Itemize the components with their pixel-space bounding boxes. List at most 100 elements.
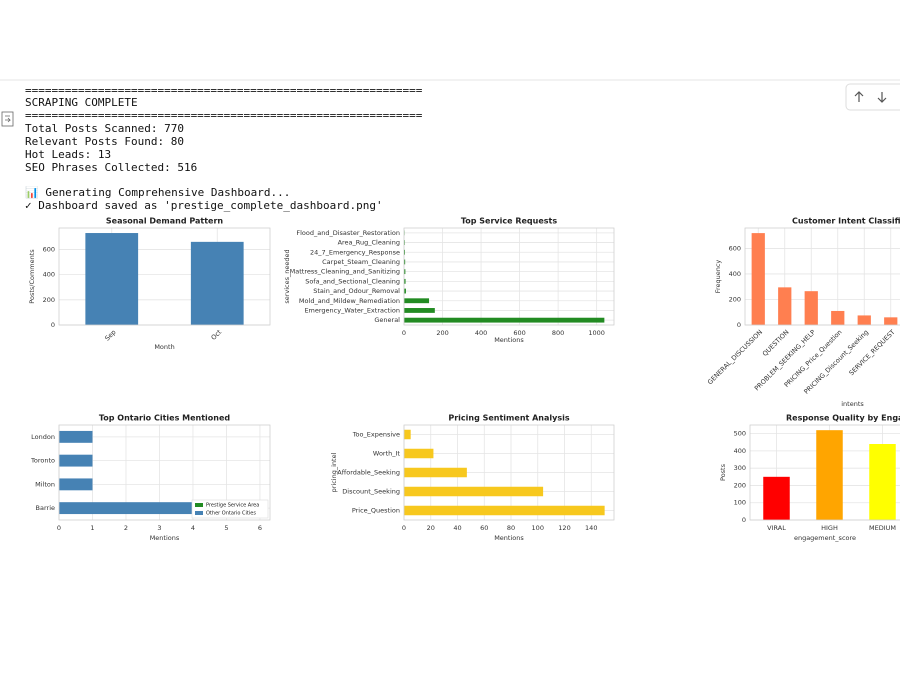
y-tick-label: 24_7_Emergency_Response xyxy=(310,248,400,256)
y-tick-label: Milton xyxy=(35,480,55,488)
bar xyxy=(404,505,605,516)
y-tick-label: 600 xyxy=(729,244,741,252)
x-tick-label: GENERAL_DISCUSSION xyxy=(706,328,764,386)
cell-toolbar[interactable] xyxy=(845,83,900,111)
y-tick-label: 0 xyxy=(51,321,55,329)
x-tick-label: HIGH xyxy=(821,524,838,532)
y-axis-label: Frequency xyxy=(714,260,722,294)
x-axis-label: intents xyxy=(841,400,864,408)
axes-frame xyxy=(58,424,271,521)
bar xyxy=(404,486,544,497)
axes-frame xyxy=(749,424,900,521)
bar xyxy=(831,310,845,325)
x-tick-label: 400 xyxy=(475,329,487,337)
x-tick-label: 120 xyxy=(558,524,570,532)
bar xyxy=(404,259,406,265)
y-tick-label: 300 xyxy=(734,464,746,472)
x-tick-label: 600 xyxy=(513,329,525,337)
x-axis-label: Mentions xyxy=(150,534,180,542)
x-tick-label: 60 xyxy=(480,524,488,532)
y-tick-label: 0 xyxy=(737,321,741,329)
y-tick-label: Barrie xyxy=(36,504,55,512)
bar xyxy=(190,241,244,325)
bar xyxy=(816,430,843,520)
output-line: Total Posts Scanned: 770 xyxy=(25,122,184,135)
y-tick-label: 0 xyxy=(742,516,746,524)
x-tick-label: 2 xyxy=(124,524,128,532)
y-tick-label: Sofa_and_Sectional_Cleaning xyxy=(305,277,400,285)
legend-box xyxy=(191,499,269,519)
chart-title: Top Ontario Cities Mentioned xyxy=(99,414,231,423)
chart-title: Top Service Requests xyxy=(461,217,557,226)
legend-swatch xyxy=(195,511,203,515)
x-tick-label: SERVICE_REQUEST xyxy=(848,328,897,377)
legend-label: Other Ontario Cities xyxy=(206,511,256,517)
bar xyxy=(404,308,435,313)
bar xyxy=(751,233,765,325)
bar xyxy=(884,317,898,325)
move-up-button[interactable] xyxy=(854,91,864,102)
axes-frame xyxy=(403,424,615,521)
output-line: Hot Leads: 13 xyxy=(25,148,111,161)
x-tick-label: 20 xyxy=(427,524,435,532)
bar xyxy=(778,287,792,325)
x-tick-label: 4 xyxy=(191,524,195,532)
bar xyxy=(59,502,193,515)
chart-title: Seasonal Demand Pattern xyxy=(106,217,224,226)
bar xyxy=(857,315,871,325)
x-tick-label: 1 xyxy=(90,524,94,532)
x-tick-label: VIRAL xyxy=(767,524,786,532)
y-tick-label: Area_Rug_Cleaning xyxy=(338,239,400,247)
y-tick-label: 400 xyxy=(729,270,741,278)
chart-panel: Top Service Requests 0 200 400 600 800 1000 Flo… xyxy=(283,217,615,344)
y-tick-label: Affordable_Seeking xyxy=(337,469,400,477)
bar xyxy=(869,444,896,520)
y-tick-label: 600 xyxy=(43,245,55,253)
bar xyxy=(404,448,434,459)
bar xyxy=(404,298,430,304)
y-tick-label: Mattress_Cleaning_and_Sanitizing xyxy=(290,268,400,276)
bar xyxy=(804,291,818,325)
x-tick-label: 200 xyxy=(436,329,448,337)
axes-frame xyxy=(403,227,615,326)
x-tick-label: 0 xyxy=(57,524,61,532)
chart-panel: Seasonal Demand Pattern 0 200 400 600 Sep Oct M… xyxy=(28,217,271,351)
x-tick-label: 5 xyxy=(224,524,228,532)
axes-frame xyxy=(58,227,271,326)
x-tick-label: 0 xyxy=(402,329,406,337)
output-line: SCRAPING COMPLETE xyxy=(25,96,138,109)
x-axis-label: Mentions xyxy=(494,336,524,344)
bar xyxy=(404,269,406,275)
chart-panel: Response Quality by Engage 0 100 200 300 400 5… xyxy=(719,414,900,542)
x-tick-label: 0 xyxy=(402,524,406,532)
output-line: Relevant Posts Found: 80 xyxy=(25,135,184,148)
x-tick-label: 140 xyxy=(585,524,597,532)
chart-title: Customer Intent Classificat xyxy=(792,217,900,226)
y-axis-label: services_needed xyxy=(283,249,291,303)
x-axis-label: Month xyxy=(154,343,174,351)
output-line: ========================================… xyxy=(25,109,423,122)
x-tick-label: 100 xyxy=(532,524,544,532)
y-tick-label: Flood_and_Disaster_Restoration xyxy=(296,229,400,237)
chart-title: Response Quality by Engage xyxy=(786,414,900,423)
bar xyxy=(59,430,93,443)
y-tick-label: 400 xyxy=(43,271,55,279)
bar xyxy=(404,429,411,440)
chart-panel: Top Ontario Cities Mentioned 0 1 2 3 4 5 6 Londo… xyxy=(30,414,271,542)
bar xyxy=(404,288,406,294)
bar xyxy=(404,278,406,284)
y-tick-label: 500 xyxy=(734,430,746,438)
y-tick-label: London xyxy=(31,433,55,441)
bar xyxy=(59,478,93,491)
legend-label: Prestige Service Area xyxy=(206,503,259,509)
y-axis-label: Posts/Comments xyxy=(28,249,36,304)
bar xyxy=(404,249,405,255)
y-tick-label: Toronto xyxy=(30,457,55,465)
x-axis-label: engagement_score xyxy=(794,534,856,542)
output-icon xyxy=(1,111,14,127)
x-tick-label: Sep xyxy=(103,328,117,342)
bar xyxy=(404,467,467,478)
bar xyxy=(763,476,790,520)
move-down-button[interactable] xyxy=(877,92,887,103)
